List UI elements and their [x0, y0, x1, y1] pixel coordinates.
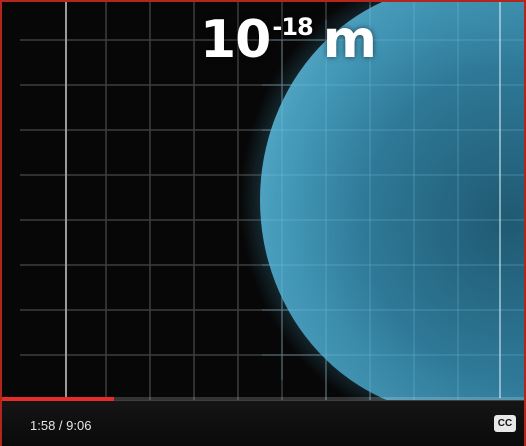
current-time: 1:58 — [30, 418, 56, 433]
scale-exponent: -18 — [272, 13, 313, 41]
time-display: 1:58 / 9:06 — [30, 418, 92, 433]
control-bar — [0, 400, 526, 446]
scale-unit: m — [322, 10, 377, 70]
scale-label: 10-18 m — [200, 13, 377, 66]
scale-base: 10 — [200, 10, 271, 70]
duration: 9:06 — [66, 418, 92, 433]
progress-bar[interactable] — [0, 397, 526, 401]
progress-played — [0, 397, 114, 401]
video-frame[interactable]: 10-18 m — [0, 0, 526, 400]
closed-captions-button[interactable]: CC — [494, 415, 516, 432]
grid-background — [20, 0, 526, 400]
sphere — [260, 0, 526, 400]
